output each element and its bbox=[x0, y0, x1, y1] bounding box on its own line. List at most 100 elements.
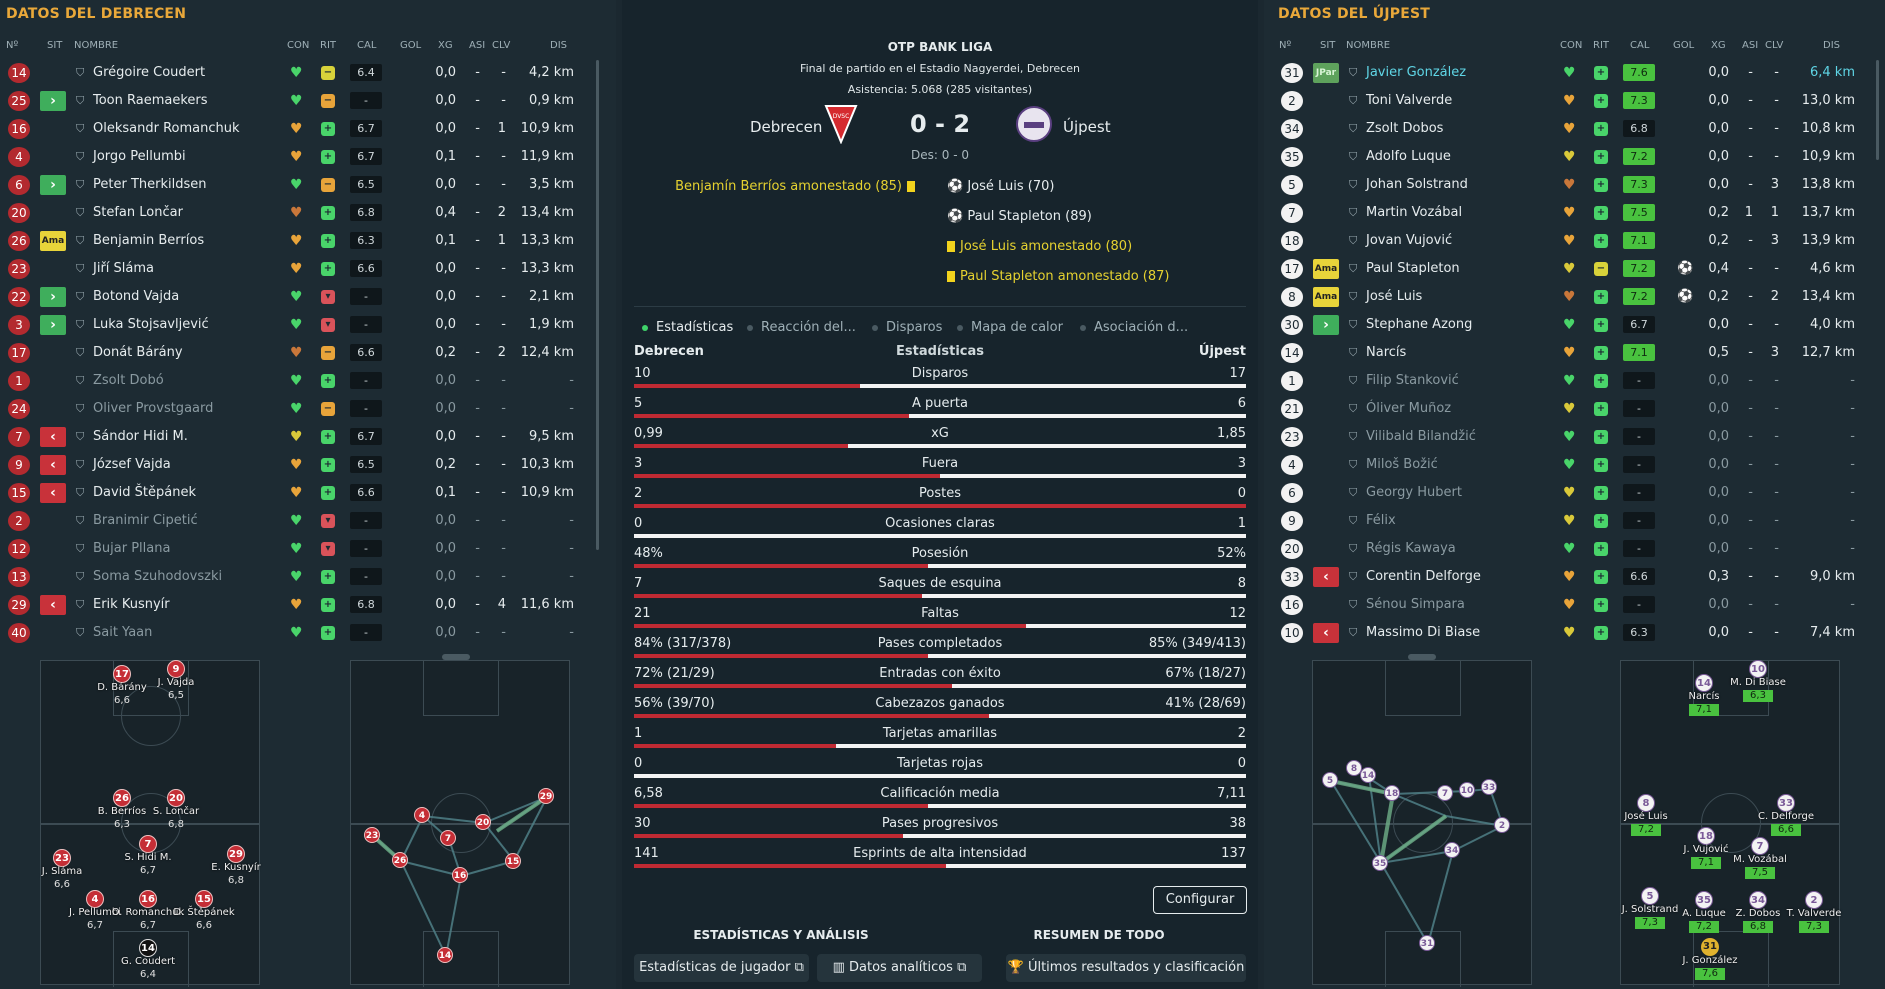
player-name[interactable]: Jorgo Pellumbi bbox=[93, 149, 186, 164]
player-name[interactable]: Oleksandr Romanchuk bbox=[93, 121, 240, 136]
player-name[interactable]: Sait Yaan bbox=[93, 625, 153, 640]
player-row[interactable]: 24 ⛉ Oliver Provstgaard ♥ − - 0,0 - - - bbox=[0, 395, 616, 423]
player-name[interactable]: Régis Kawaya bbox=[1366, 541, 1456, 556]
col-sit[interactable]: SIT bbox=[1320, 40, 1336, 51]
player-row[interactable]: 8 Ama ⛉ José Luis ♥ +7.2 ⚽ 0,2 - 2 13,4 km bbox=[1264, 283, 1885, 311]
pass-network-node[interactable]: 18 bbox=[1384, 785, 1400, 801]
col-dis[interactable]: DIS bbox=[550, 40, 567, 51]
player-name[interactable]: Jiří Sláma bbox=[93, 261, 154, 276]
player-name[interactable]: Donát Bárány bbox=[93, 345, 183, 360]
player-name[interactable]: Benjamin Berríos bbox=[93, 233, 205, 248]
player-name[interactable]: Botond Vajda bbox=[93, 289, 180, 304]
col-clv[interactable]: CLV bbox=[1765, 40, 1784, 51]
col-con[interactable]: CON bbox=[287, 40, 310, 51]
player-name[interactable]: Óliver Muñoz bbox=[1366, 401, 1452, 416]
pass-network-node[interactable]: 15 bbox=[505, 853, 521, 869]
player-name[interactable]: Zsolt Dobó bbox=[93, 373, 164, 388]
player-name[interactable]: Narcís bbox=[1366, 345, 1407, 360]
player-row[interactable]: 1 ⛉ Zsolt Dobó ♥ + - 0,0 - - - bbox=[0, 367, 616, 395]
player-name[interactable]: Erik Kusnyír bbox=[93, 597, 170, 612]
player-row[interactable]: 9 ‹ ⛉ József Vajda ♥ +6.5 0,2- -10,3 km bbox=[0, 451, 616, 479]
formation-player-marker[interactable]: 7 bbox=[1751, 837, 1769, 855]
player-name[interactable]: Georgy Hubert bbox=[1366, 485, 1462, 500]
player-row[interactable]: 12 ⛉ Bujar Pllana ♥ ▾ - 0,0 - - - bbox=[0, 535, 616, 563]
player-row[interactable]: 29 ‹ ⛉ Erik Kusnyír ♥ +6.8 0,0 - 4 11,6 km bbox=[0, 591, 616, 619]
col-xg[interactable]: XG bbox=[1711, 40, 1726, 51]
player-row[interactable]: 10 ‹ ⛉ Massimo Di Biase ♥ +6.3 0,0 - - 7,4 km bbox=[1264, 619, 1885, 647]
formation-player-marker[interactable]: 18 bbox=[1697, 827, 1715, 845]
player-name[interactable]: Sándor Hidi M. bbox=[93, 429, 188, 444]
tab-reaccion[interactable]: Reacción del... bbox=[747, 320, 856, 335]
formation-player-marker[interactable]: 4 bbox=[86, 890, 104, 908]
player-row[interactable]: 31 JPar ⛉ Javier González ♥ +7.6 0,0 - - 6,4 km bbox=[1264, 59, 1885, 87]
player-name[interactable]: Adolfo Luque bbox=[1366, 149, 1451, 164]
player-name[interactable]: Soma Szuhodovszki bbox=[93, 569, 223, 584]
formation-player-marker[interactable]: 33 bbox=[1777, 794, 1795, 812]
formation-player-marker[interactable]: 9 bbox=[167, 660, 185, 678]
player-row[interactable]: 20 ⛉ Stefan Lončar ♥ +6.8 0,4 - 2 13,4 km bbox=[0, 199, 616, 227]
player-name[interactable]: Sénou Simpara bbox=[1366, 597, 1465, 612]
pass-network-node[interactable]: 10 bbox=[1459, 782, 1475, 798]
pass-network-node[interactable]: 33 bbox=[1481, 779, 1497, 795]
player-name[interactable]: Branimir Cipetić bbox=[93, 513, 198, 528]
pass-network-node[interactable]: 26 bbox=[392, 852, 408, 868]
configure-button[interactable]: Configurar bbox=[1153, 886, 1247, 914]
home-team-name[interactable]: Debrecen bbox=[750, 118, 823, 136]
player-row[interactable]: 18 ⛉ Jovan Vujović ♥ +7.1 0,2 - 3 13,9 km bbox=[1264, 227, 1885, 255]
pass-network-node[interactable]: 14 bbox=[1360, 767, 1376, 783]
player-row[interactable]: 6 › ⛉ Peter Therkildsen ♥ − 6.5 0,0 - - 3,5 km bbox=[0, 171, 616, 199]
col-name[interactable]: NOMBRE bbox=[74, 40, 119, 51]
col-rit[interactable]: RIT bbox=[320, 40, 337, 51]
player-name[interactable]: Toni Valverde bbox=[1366, 93, 1453, 108]
player-row[interactable]: 17 ⛉ Donát Bárány ♥ − 6.6 0,2 - 2 12,4 km bbox=[0, 339, 616, 367]
col-con[interactable]: CON bbox=[1560, 40, 1583, 51]
formation-player-marker[interactable]: 15 bbox=[195, 890, 213, 908]
player-row[interactable]: 22 › ⛉ Botond Vajda ♥ ▾ - 0,0 - - 2,1 km bbox=[0, 283, 616, 311]
player-row[interactable]: 4 ⛉ Miloš Božić ♥ + - 0,0 - - - bbox=[1264, 451, 1885, 479]
player-row[interactable]: 7 ⛉ Martin Vozábal ♥ +7.5 0,2 1 1 13,7 km bbox=[1264, 199, 1885, 227]
player-name[interactable]: Vilibald Bilandžić bbox=[1366, 429, 1476, 444]
pass-network-node[interactable]: 35 bbox=[1372, 855, 1388, 871]
tab-asociacion[interactable]: Asociación d... bbox=[1080, 320, 1188, 335]
formation-player-marker[interactable]: 5 bbox=[1641, 887, 1659, 905]
player-row[interactable]: 14 ⛉ Narcís ♥ +7.1 0,5 - 3 12,7 km bbox=[1264, 339, 1885, 367]
player-row[interactable]: 21 ⛉ Óliver Muñoz ♥ + - 0,0 - - - bbox=[1264, 395, 1885, 423]
player-row[interactable]: 20 ⛉ Régis Kawaya ♥ + - 0,0 - - - bbox=[1264, 535, 1885, 563]
col-xg[interactable]: XG bbox=[438, 40, 453, 51]
formation-player-marker[interactable]: 14 bbox=[1695, 674, 1713, 692]
pass-network-node[interactable]: 16 bbox=[452, 867, 468, 883]
formation-player-marker[interactable]: 10 bbox=[1749, 660, 1767, 678]
formation-player-marker[interactable]: 29 bbox=[227, 845, 245, 863]
pass-network-node[interactable]: 31 bbox=[1419, 935, 1435, 951]
player-row[interactable]: 17 Ama ⛉ Paul Stapleton ♥ − 7.2 ⚽ 0,4 - - 4,6 km bbox=[1264, 255, 1885, 283]
player-row[interactable]: 34 ⛉ Zsolt Dobos ♥ +6.8 0,0 - - 10,8 km bbox=[1264, 115, 1885, 143]
player-name[interactable]: Johan Solstrand bbox=[1366, 177, 1468, 192]
player-name[interactable]: Toon Raemaekers bbox=[93, 93, 208, 108]
away-team-name[interactable]: Újpest bbox=[1063, 118, 1111, 136]
player-row[interactable]: 23 ⛉ Vilibald Bilandžić ♥ + - 0,0 - - - bbox=[1264, 423, 1885, 451]
player-name[interactable]: Bujar Pllana bbox=[93, 541, 171, 556]
player-row[interactable]: 16 ⛉ Sénou Simpara ♥ + - 0,0 - - - bbox=[1264, 591, 1885, 619]
home-pitch-drag-handle[interactable] bbox=[442, 654, 470, 660]
pass-network-node[interactable]: 20 bbox=[475, 814, 491, 830]
player-name[interactable]: Peter Therkildsen bbox=[93, 177, 207, 192]
col-rit[interactable]: RIT bbox=[1593, 40, 1610, 51]
player-row[interactable]: 33 ‹ ⛉ Corentin Delforge ♥ +6.6 0,3 - - 9,0 km bbox=[1264, 563, 1885, 591]
col-cal[interactable]: CAL bbox=[1630, 40, 1650, 51]
player-name[interactable]: Luka Stojsavljević bbox=[93, 317, 209, 332]
player-row[interactable]: 3 › ⛉ Luka Stojsavljević ♥ ▾ - 0,0 - - 1,9 km bbox=[0, 311, 616, 339]
player-row[interactable]: 16 ⛉ Oleksandr Romanchuk ♥ +6.7 0,0 - 1 10,9 km bbox=[0, 115, 616, 143]
pass-network-node[interactable]: 29 bbox=[538, 788, 554, 804]
pass-network-node[interactable]: 5 bbox=[1322, 772, 1338, 788]
tab-mapa-calor[interactable]: Mapa de calor bbox=[957, 320, 1063, 335]
player-row[interactable]: 35 ⛉ Adolfo Luque ♥ +7.2 0,0 - - 10,9 km bbox=[1264, 143, 1885, 171]
player-name[interactable]: Martin Vozábal bbox=[1366, 205, 1463, 220]
player-row[interactable]: 25 › ⛉ Toon Raemaekers ♥ − - 0,0 - - 0,9 km bbox=[0, 87, 616, 115]
home-list-scrollbar[interactable] bbox=[596, 60, 599, 550]
player-row[interactable]: 1 ⛉ Filip Stanković ♥ + - 0,0 - - - bbox=[1264, 367, 1885, 395]
pass-network-node[interactable]: 34 bbox=[1444, 842, 1460, 858]
player-name[interactable]: Javier González bbox=[1366, 65, 1467, 80]
col-num[interactable]: Nº bbox=[6, 40, 19, 51]
pass-network-node[interactable]: 14 bbox=[437, 947, 453, 963]
player-name[interactable]: József Vajda bbox=[93, 457, 171, 472]
